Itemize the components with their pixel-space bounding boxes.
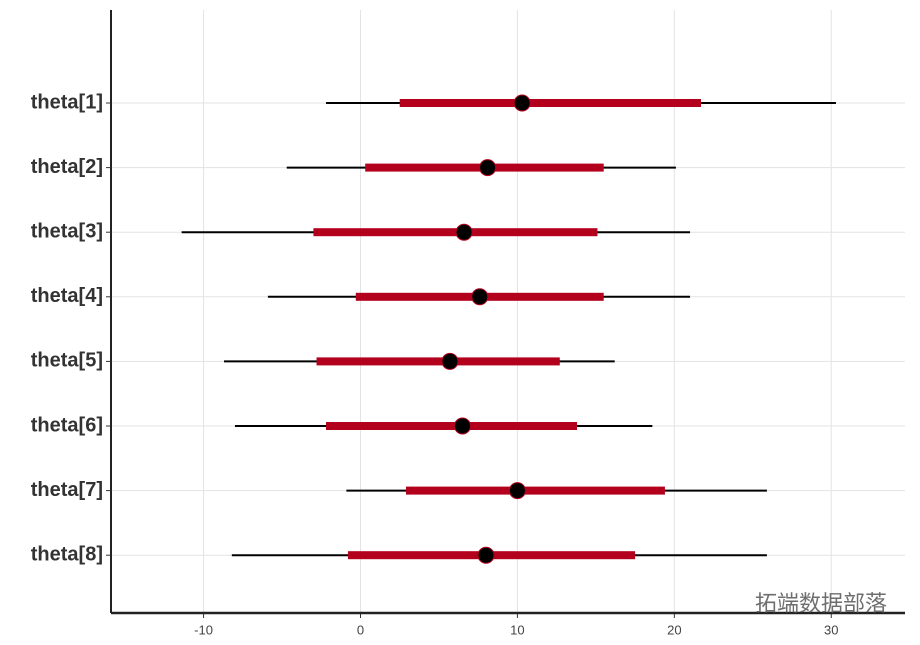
- median-point: [477, 546, 495, 564]
- inner-interval: [406, 486, 665, 495]
- y-tick-label: theta[8]: [31, 543, 103, 565]
- median-point: [508, 482, 526, 500]
- inner-interval: [399, 99, 702, 107]
- y-tick-label: theta[3]: [31, 220, 103, 242]
- median-point: [453, 417, 471, 435]
- median-point: [513, 94, 531, 112]
- watermark: 拓端数据部落: [755, 591, 887, 616]
- x-tick-label: 20: [667, 622, 681, 637]
- x-tick-label: 10: [510, 622, 524, 637]
- inner-interval: [325, 422, 578, 430]
- median-point: [479, 159, 497, 177]
- median-point: [441, 352, 459, 370]
- inner-interval: [316, 357, 560, 366]
- x-tick-label: 0: [357, 622, 364, 637]
- y-tick-label: theta[2]: [31, 156, 103, 178]
- y-tick-label: theta[6]: [31, 414, 103, 436]
- median-point: [471, 288, 489, 306]
- y-tick-label: theta[7]: [31, 479, 103, 501]
- median-point: [455, 223, 473, 241]
- y-tick-label: theta[1]: [31, 91, 103, 113]
- x-tick-label: 30: [824, 622, 838, 637]
- y-tick-label: theta[4]: [31, 285, 103, 307]
- inner-interval: [313, 228, 598, 237]
- x-tick-label: -10: [194, 622, 213, 637]
- y-tick-label: theta[5]: [31, 350, 103, 372]
